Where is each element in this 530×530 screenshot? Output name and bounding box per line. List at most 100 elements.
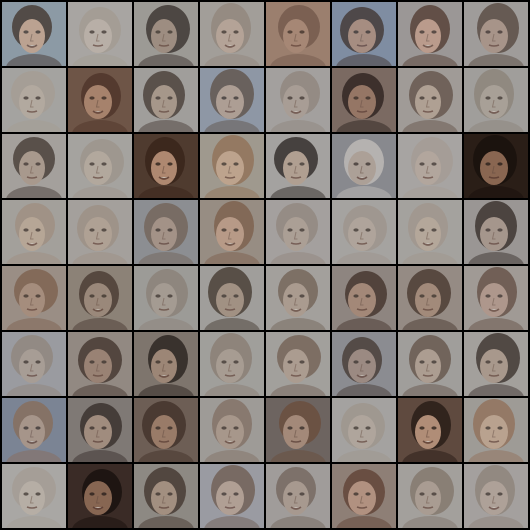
nose-shape	[29, 231, 34, 240]
haze-overlay	[464, 266, 528, 330]
shoulders-shape	[402, 450, 458, 462]
mouth-shape	[26, 374, 38, 377]
eye-shape	[155, 492, 161, 496]
eye-shape	[221, 228, 227, 232]
nose-shape	[29, 495, 34, 504]
haze-overlay	[398, 134, 462, 198]
eye-shape	[353, 294, 359, 298]
nose-shape	[425, 165, 430, 174]
face-image	[2, 68, 66, 132]
eye-shape	[299, 426, 305, 430]
nose-shape	[29, 33, 34, 42]
mouth-shape	[422, 440, 434, 444]
face-tile	[464, 398, 528, 462]
face-tile	[464, 134, 528, 198]
mouth-shape	[356, 308, 368, 311]
eye-shape	[221, 294, 227, 298]
face-image	[398, 68, 462, 132]
nose-shape	[29, 297, 34, 306]
haze-overlay	[200, 68, 264, 132]
haze-overlay	[200, 134, 264, 198]
shoulders-shape	[6, 384, 62, 396]
nose-shape	[359, 33, 364, 42]
haze-overlay	[464, 68, 528, 132]
eye-shape	[431, 492, 437, 496]
eye-shape	[233, 162, 239, 166]
shoulders-shape	[204, 186, 260, 198]
mouth-shape	[488, 110, 500, 114]
mouth-shape	[92, 374, 104, 377]
eye-shape	[233, 96, 239, 100]
eye-shape	[35, 162, 41, 166]
mouth-shape	[422, 308, 434, 311]
haze-overlay	[134, 2, 198, 66]
face-tile	[2, 200, 66, 264]
shoulders-shape	[204, 120, 260, 132]
haze-overlay	[68, 2, 132, 66]
haze-overlay	[332, 398, 396, 462]
face-tile	[68, 266, 132, 330]
mouth-shape	[488, 440, 500, 443]
face-image	[68, 200, 132, 264]
haze-overlay	[2, 332, 66, 396]
haze-overlay	[200, 200, 264, 264]
face-image	[134, 464, 198, 528]
eye-shape	[353, 30, 359, 34]
eye-shape	[233, 228, 239, 232]
eye-shape	[155, 360, 161, 364]
shoulders-shape	[270, 120, 326, 132]
eye-shape	[485, 228, 491, 232]
face-tile	[398, 398, 462, 462]
shoulders-shape	[402, 384, 458, 396]
nose-shape	[293, 99, 298, 108]
mouth-shape	[488, 308, 500, 312]
face-image	[2, 398, 66, 462]
eye-shape	[155, 96, 161, 100]
eye-shape	[431, 162, 437, 166]
eye-shape	[89, 426, 95, 430]
face-tile	[2, 68, 66, 132]
eye-shape	[431, 96, 437, 100]
nose-shape	[161, 33, 166, 42]
face-tile	[68, 2, 132, 66]
face-image	[134, 68, 198, 132]
face-tile	[134, 134, 198, 198]
face-tile	[68, 464, 132, 528]
mouth-shape	[488, 44, 500, 47]
haze-overlay	[2, 2, 66, 66]
nose-shape	[95, 363, 100, 372]
eye-shape	[101, 294, 107, 298]
nose-shape	[161, 297, 166, 306]
eye-shape	[221, 360, 227, 364]
shoulders-shape	[72, 186, 128, 198]
face-image	[332, 464, 396, 528]
haze-overlay	[266, 398, 330, 462]
shoulders-shape	[72, 384, 128, 396]
eye-shape	[167, 162, 173, 166]
eye-shape	[287, 360, 293, 364]
haze-overlay	[2, 464, 66, 528]
nose-shape	[29, 429, 34, 438]
face-tile	[332, 2, 396, 66]
nose-shape	[425, 33, 430, 42]
face-tile	[2, 2, 66, 66]
face-tile	[398, 2, 462, 66]
shoulders-shape	[6, 252, 62, 264]
eye-shape	[221, 162, 227, 166]
face-tile	[2, 266, 66, 330]
eye-shape	[35, 228, 41, 232]
face-tile	[464, 332, 528, 396]
eye-shape	[155, 426, 161, 430]
nose-shape	[491, 231, 496, 240]
nose-shape	[491, 297, 496, 306]
mouth-shape	[158, 440, 170, 443]
mouth-shape	[26, 176, 38, 179]
eye-shape	[167, 294, 173, 298]
mouth-shape	[224, 374, 236, 377]
eye-shape	[23, 162, 29, 166]
mouth-shape	[26, 308, 38, 311]
nose-shape	[293, 429, 298, 438]
eye-shape	[419, 96, 425, 100]
nose-shape	[227, 495, 232, 504]
face-image	[332, 2, 396, 66]
